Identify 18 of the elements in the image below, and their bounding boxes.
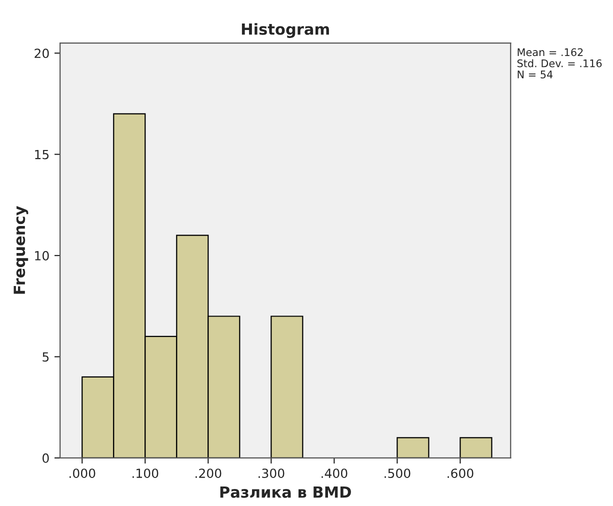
x-tick-label: .600 xyxy=(448,468,474,478)
x-tick-label: .400 xyxy=(322,468,348,478)
text: N = 54 xyxy=(518,70,553,78)
x-tick-label: .300 xyxy=(258,468,284,478)
x-tick-label: .500 xyxy=(384,468,410,478)
y-tick-label: 20 xyxy=(34,48,49,58)
chart-title: Histogram xyxy=(242,23,329,38)
x-tick-label: .100 xyxy=(132,468,158,478)
y-tick-label: 5 xyxy=(42,352,49,362)
text: Mean = .162 xyxy=(518,48,583,56)
x-tick-label: .000 xyxy=(70,468,96,478)
text: Std. Dev. = .116 xyxy=(517,59,602,68)
y-axis-title: Frequency xyxy=(14,206,28,294)
x-axis-title: Разлика в BMD xyxy=(220,486,351,498)
x-tick-label: .200 xyxy=(196,468,222,478)
y-tick-label: 10 xyxy=(35,251,49,260)
y-tick-label: 15 xyxy=(35,150,49,160)
y-tick-label: 0 xyxy=(42,453,49,463)
